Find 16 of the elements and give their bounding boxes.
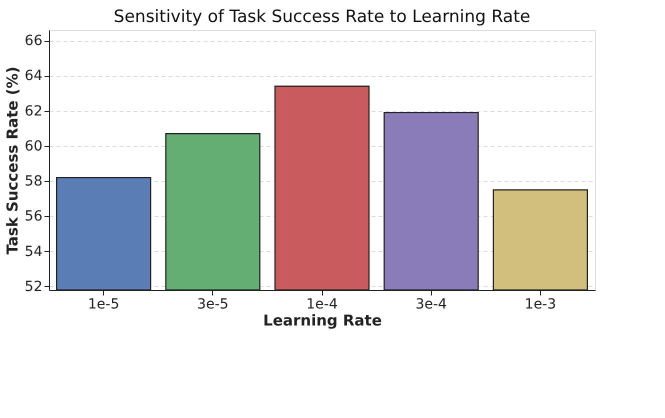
y-tick-label: 66 (24, 33, 43, 50)
x-axis-title: Learning Rate (263, 312, 382, 330)
y-tick-label: 62 (24, 103, 42, 120)
y-tick-label: 64 (24, 68, 43, 84)
y-axis-title: Task Success Rate (%) (4, 66, 22, 255)
y-tick-label: 58 (24, 174, 42, 190)
x-tick-label: 1e-5 (88, 296, 120, 312)
y-tick-label: 52 (24, 278, 42, 295)
x-tick-label: 1e-3 (524, 296, 556, 312)
x-tick-label: 3e-5 (197, 296, 229, 312)
y-tick-label: 54 (24, 244, 43, 260)
x-tick-label: 1e-4 (306, 296, 338, 312)
chart-title: Sensitivity of Task Success Rate to Learning Rate (114, 7, 530, 27)
y-tick-label: 56 (24, 208, 43, 225)
y-tick-label: 60 (24, 138, 42, 154)
x-tick-label: 3e-4 (415, 296, 448, 312)
